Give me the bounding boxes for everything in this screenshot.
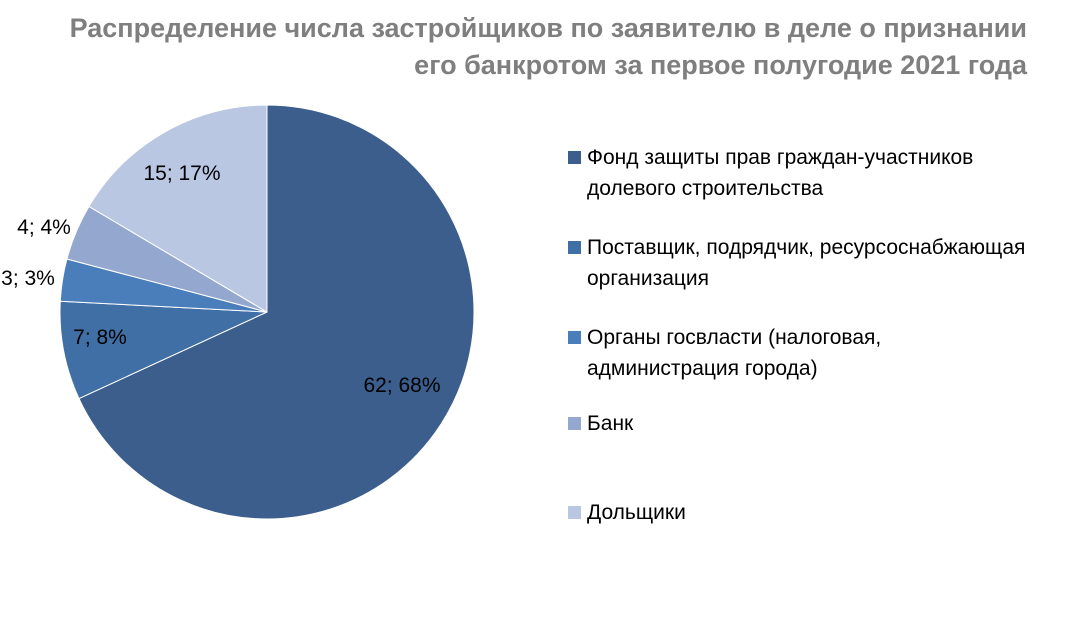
legend-swatch — [568, 151, 581, 164]
legend-label-line: Поставщик, подрядчик, ресурсоснабжающая — [587, 236, 1026, 259]
legend-item-3: Органы госвласти (налоговая, администраци… — [568, 322, 1047, 384]
chart-title-line-1: Распределение числа застройщиков по заяв… — [69, 13, 1027, 43]
legend-label-line: администрация города) — [587, 357, 818, 380]
legend-item-5: Дольщики — [568, 497, 1047, 528]
legend-label: Дольщики — [587, 497, 1047, 528]
legend-label: Органы госвласти (налоговая, администраци… — [587, 322, 1047, 384]
legend-item-2: Поставщик, подрядчик, ресурсоснабжающая о… — [568, 232, 1047, 294]
pie-data-label-5: 15; 17% — [143, 162, 220, 185]
chart-title: Распределение числа застройщиков по заяв… — [47, 10, 1027, 84]
legend-label-line: Фонд защиты прав граждан-участников — [587, 146, 974, 169]
legend-label-line: организация — [587, 267, 710, 290]
legend-swatch — [568, 506, 581, 519]
pie-data-label-4: 4; 4% — [17, 216, 71, 239]
legend-label-line: Органы госвласти (налоговая, — [587, 326, 882, 349]
legend-swatch — [568, 417, 581, 430]
pie-labels: 62; 68% 7; 8% 3; 3% 4; 4% 15; 17% — [1, 162, 440, 397]
pie-slices — [59, 104, 475, 520]
legend-item-4: Банк — [568, 408, 1047, 439]
pie-slice-5 — [88, 104, 268, 313]
pie-slice-2 — [59, 300, 268, 400]
pie-data-label-2: 7; 8% — [73, 326, 127, 349]
legend-swatch — [568, 241, 581, 254]
legend-item-1: Фонд защиты прав граждан-участников долев… — [568, 142, 1047, 204]
legend-label-line: долевого строительства — [587, 177, 824, 200]
legend-label: Фонд защиты прав граждан-участников долев… — [587, 142, 1047, 204]
pie-slice-1 — [78, 104, 475, 520]
legend-label: Банк — [587, 408, 1047, 439]
legend-swatch — [568, 331, 581, 344]
legend-label-line: Банк — [587, 412, 634, 435]
legend-label-line: Дольщики — [587, 501, 686, 524]
chart-title-line-2: его банкротом за первое полугодие 2021 г… — [414, 50, 1027, 80]
legend-label: Поставщик, подрядчик, ресурсоснабжающая о… — [587, 232, 1047, 294]
pie-data-label-1: 62; 68% — [363, 374, 440, 397]
pie-data-label-3: 3; 3% — [1, 267, 55, 290]
